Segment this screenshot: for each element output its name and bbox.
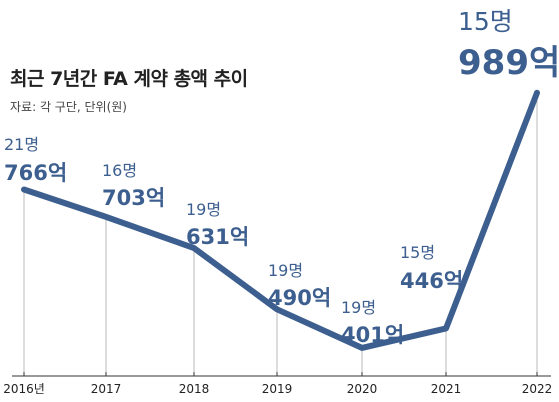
player-count-label: 21명 [4,135,39,154]
data-value-label: 989억 [458,43,559,83]
x-tick-label: 2020 [347,382,378,396]
data-value-label: 401억 [341,323,404,347]
player-count-label: 15명 [458,7,513,36]
x-tick-label: 2016년 [3,382,45,396]
player-count-label: 16명 [102,161,137,180]
data-value-label: 446억 [400,269,463,293]
player-count-label: 19명 [186,200,221,219]
x-tick-label: 2019 [262,382,293,396]
data-value-label: 631억 [186,225,249,249]
chart-source-note: 자료: 각 구단, 단위(원) [10,100,127,114]
x-tick-label: 2018 [179,382,210,396]
x-tick-label: 2017 [91,382,122,396]
series-line [21,89,540,351]
chart-title: 최근 7년간 FA 계약 총액 추이 [10,68,248,90]
player-count-label: 19명 [341,298,376,317]
data-value-label: 490억 [268,286,331,310]
player-count-label: 15명 [400,243,435,262]
data-value-label: 703억 [102,186,165,210]
x-tick-label: 2021 [431,382,462,396]
player-count-label: 19명 [268,261,303,280]
x-tick-label: 2022 [522,382,553,396]
data-value-label: 766억 [4,161,67,185]
